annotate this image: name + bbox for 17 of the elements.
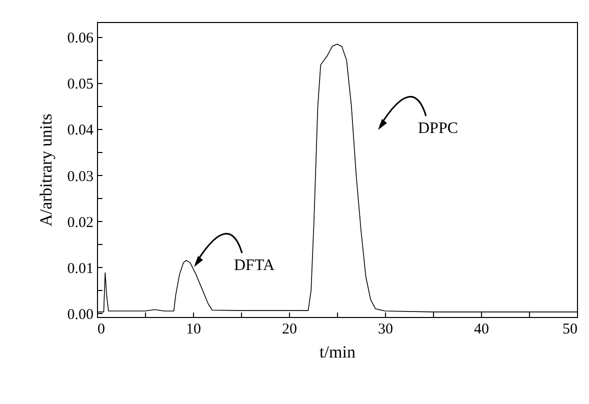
y-tick-label: 0.02 [67, 214, 94, 231]
y-tick-label: 0.04 [67, 122, 94, 139]
y-tick-label: 0.06 [67, 30, 94, 47]
annotation: DPPC [418, 120, 458, 137]
x-tick-label: 20 [282, 322, 297, 338]
y-axis-title: A/arbitrary units [36, 114, 56, 226]
y-tick-label: 0.05 [67, 76, 94, 93]
y-tick-label: 0.01 [67, 260, 94, 277]
x-axis-title: t/min [320, 342, 356, 362]
annotation: DFTA [234, 257, 275, 274]
x-tick-label: 30 [378, 322, 393, 338]
x-tick-label: 10 [186, 322, 201, 338]
x-tick-label: 50 [562, 322, 578, 338]
x-tick-label: 0 [98, 322, 105, 338]
y-tick-label: 0.03 [67, 168, 94, 185]
x-tick-label: 40 [474, 322, 489, 338]
y-tick-label: 0.00 [67, 306, 94, 323]
